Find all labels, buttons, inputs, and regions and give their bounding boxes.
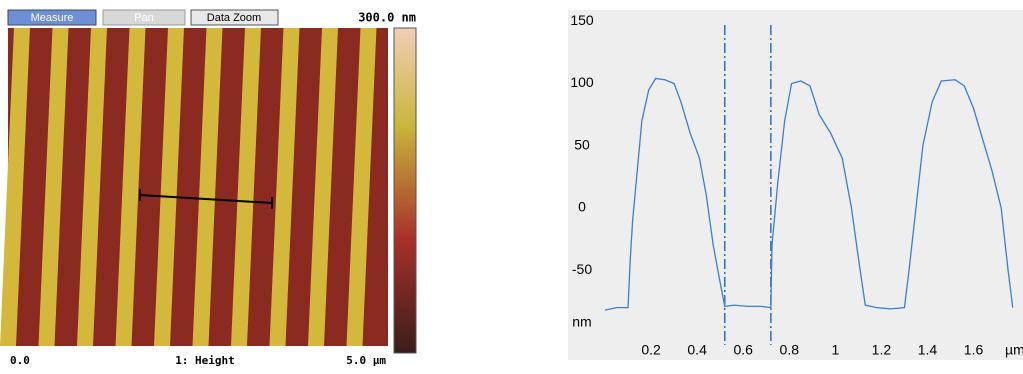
stripe [154, 28, 184, 346]
stripe [0, 28, 30, 346]
measure-button[interactable] [7, 9, 97, 26]
stripe [77, 28, 107, 346]
y-tick-label: 0 [578, 199, 586, 215]
y-tick-label: -50 [572, 261, 592, 277]
chart-panel [568, 10, 1023, 360]
x-tick-label: 1 [831, 342, 839, 358]
pan-button[interactable] [102, 9, 186, 26]
pan-label[interactable]: Pan [134, 12, 154, 24]
stripe [269, 28, 300, 346]
scale-max: 300.0 nm [358, 11, 416, 25]
x-tick-label: 1.2 [872, 342, 892, 358]
y-tick-label: 50 [574, 136, 590, 152]
x-tick-label: 0.2 [641, 342, 661, 358]
x-end: 5.0 µm [346, 354, 386, 367]
measure-label[interactable]: Measure [31, 12, 74, 24]
x-start: 0.0 [10, 354, 30, 367]
color-scale [393, 27, 417, 354]
y-unit: nm [572, 314, 591, 330]
section-line [139, 194, 273, 204]
x-tick-label: 1.4 [918, 342, 938, 358]
data-zoom-label[interactable]: Data Zoom [207, 12, 261, 24]
stripe [346, 28, 377, 346]
channel-label: 1: Height [175, 354, 235, 367]
profile-line [604, 77, 1014, 311]
profile-chart: 150 100 50 0 -50 nm 0.2 0.4 0.6 0.8 1 1.2 1.4 1.6 µm [570, 12, 1023, 358]
x-tick-label: 0.4 [687, 342, 707, 358]
x-tick-label: 1.6 [964, 342, 984, 358]
stripe [231, 28, 261, 346]
measure-line [139, 189, 273, 209]
toolbar: Measure Pan Data Zoom [7, 9, 279, 26]
y-tick-label: 150 [570, 12, 594, 28]
x-tick-label: 0.6 [733, 342, 753, 358]
stripe [115, 28, 146, 346]
stripe [308, 28, 338, 346]
x-tick-label: 0.8 [780, 342, 800, 358]
data-zoom-button[interactable] [190, 9, 279, 26]
x-unit: µm [1005, 342, 1023, 358]
y-tick-label: 100 [570, 74, 594, 90]
stripe [192, 28, 223, 346]
stripe [38, 28, 69, 346]
afm-image [0, 28, 388, 346]
